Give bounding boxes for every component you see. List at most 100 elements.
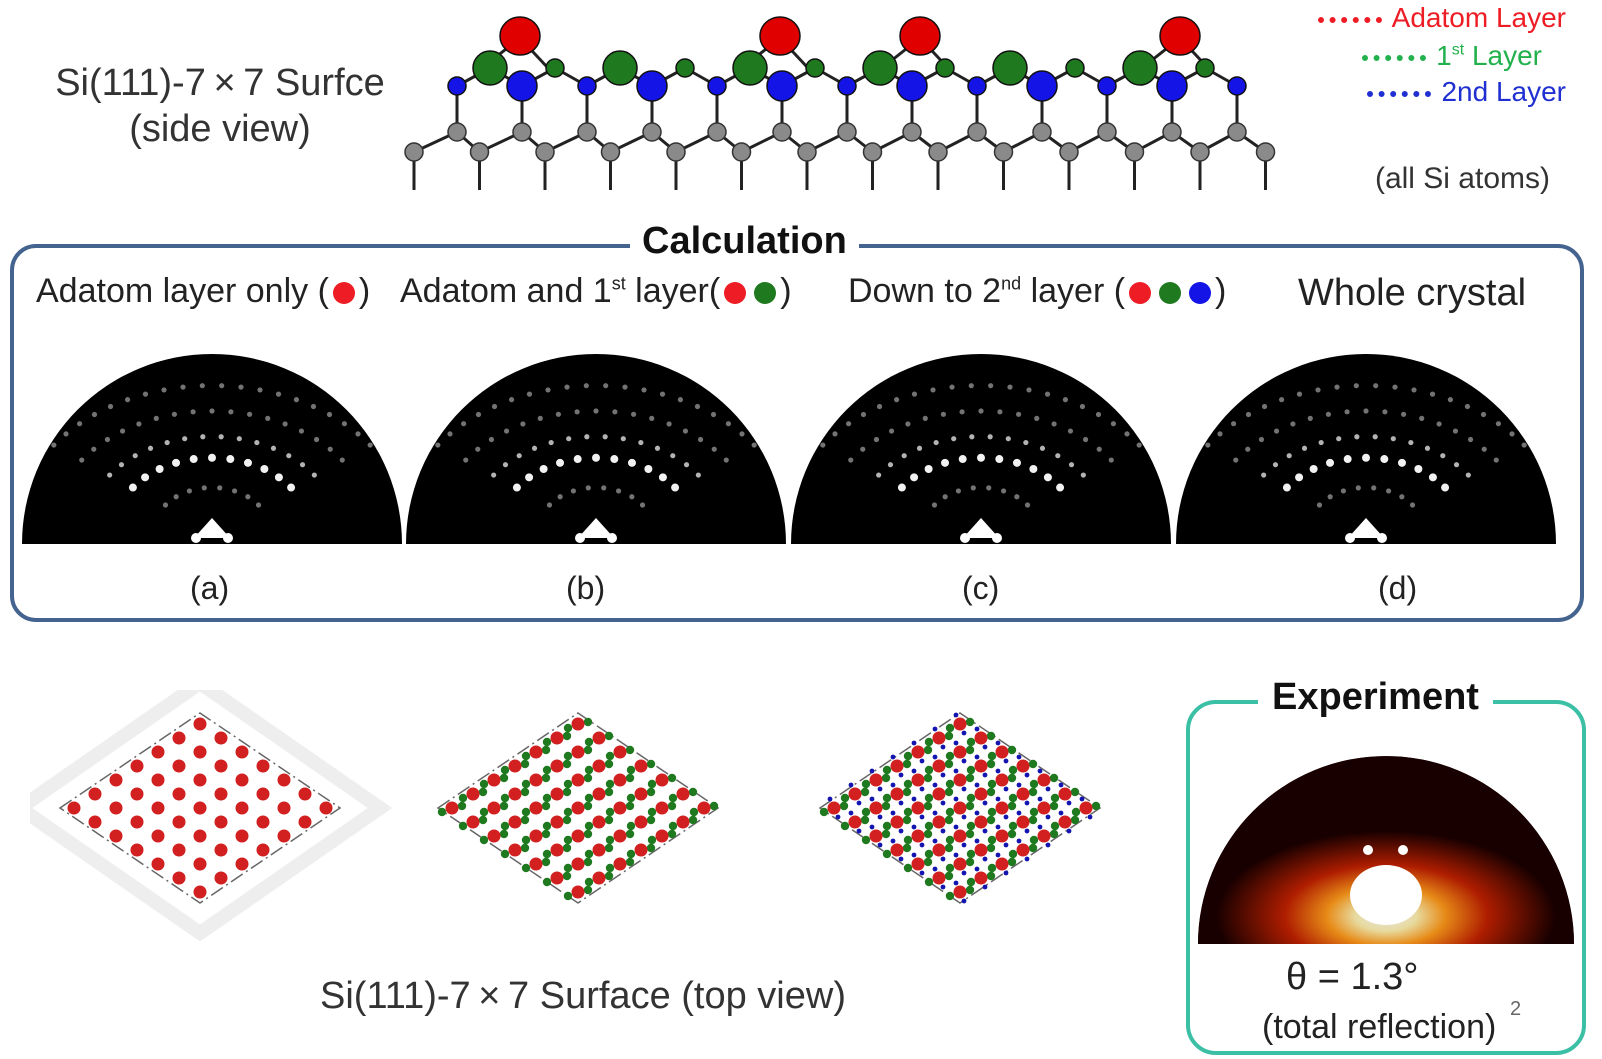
- first-layer-atom: [646, 843, 656, 853]
- second-layer-atom: [1066, 828, 1072, 834]
- second-layer-atom: [890, 754, 896, 760]
- diffraction-spot: [1230, 421, 1237, 427]
- first-layer-atom: [646, 787, 656, 797]
- adatom: [592, 731, 606, 745]
- first-layer-atom: [1029, 779, 1039, 789]
- second-layer-atom: [506, 70, 538, 102]
- diffraction-spot: [897, 483, 906, 492]
- first-layer-atom: [667, 773, 677, 783]
- adatom: [109, 773, 123, 787]
- adatom: [974, 787, 988, 801]
- first-layer-atom: [647, 835, 657, 845]
- first-layer-atom: [542, 793, 552, 803]
- adatom: [508, 843, 522, 857]
- diffraction-spot: [199, 383, 205, 389]
- diffraction-spot: [1362, 453, 1370, 462]
- diffraction-spot: [1363, 408, 1369, 414]
- second-layer-atom: [877, 842, 883, 848]
- diffraction-spot: [697, 436, 704, 443]
- diffraction-spot: [1509, 431, 1515, 437]
- adatom: [592, 815, 606, 829]
- diffraction-spot: [231, 488, 238, 494]
- diffraction-spot: [200, 434, 206, 440]
- adatom: [550, 759, 564, 773]
- diffraction-spot: [503, 428, 510, 434]
- second-layer-atom: [995, 768, 1001, 774]
- first-layer-atom: [458, 793, 468, 803]
- first-layer-atom: [478, 815, 488, 825]
- diffraction-spot: [901, 453, 907, 459]
- first-layer-atom: [840, 821, 850, 831]
- adatom: [151, 829, 165, 843]
- diffraction-spot: [910, 473, 919, 482]
- diffraction-spot: [326, 411, 333, 418]
- first-layer-atom: [521, 807, 531, 817]
- diffraction-spot: [1373, 383, 1379, 389]
- adatom: [550, 843, 564, 857]
- first-layer-atom: [605, 863, 615, 873]
- first-layer-atom: [986, 843, 996, 853]
- cell-halo: [30, 690, 393, 942]
- diffraction-spot: [723, 457, 729, 463]
- adatom: [1037, 801, 1051, 815]
- bulk-atom: [404, 142, 424, 162]
- diffraction-spot: [585, 485, 591, 491]
- bulk-atom: [1124, 142, 1145, 162]
- diffraction-spot: [942, 494, 948, 500]
- second-layer-atom: [447, 76, 467, 96]
- adatom: [466, 787, 480, 801]
- first-layer-atom: [944, 871, 954, 881]
- diffraction-spot: [1068, 462, 1075, 468]
- first-layer-atom: [500, 821, 510, 831]
- first-layer-atom: [457, 801, 467, 811]
- adatom: [235, 745, 249, 759]
- second-layer-atom: [707, 76, 727, 96]
- second-layer-atom: [1016, 754, 1022, 760]
- second-layer-atom: [953, 824, 959, 830]
- second-layer-atom: [967, 76, 987, 96]
- first-layer-atom: [605, 835, 615, 845]
- first-layer-atom: [882, 793, 892, 803]
- condition-c-layer: layer (: [1021, 272, 1126, 310]
- adatom: [613, 857, 627, 871]
- first-layer-atom: [709, 801, 719, 811]
- adatom: [172, 759, 186, 773]
- second-layer-atom: [898, 800, 904, 806]
- diffraction-spot: [848, 457, 854, 463]
- second-layer-atom: [898, 828, 904, 834]
- second-layer-atom: [974, 726, 980, 732]
- diffraction-spot: [1108, 457, 1114, 463]
- first-layer-atom: [1049, 829, 1059, 839]
- second-layer-atom: [953, 768, 959, 774]
- adatom: [235, 773, 249, 787]
- diffraction-spot: [630, 411, 637, 417]
- adatom: [995, 773, 1009, 787]
- first-layer-atom: [668, 793, 678, 803]
- diffraction-spot: [573, 455, 582, 464]
- diffraction-spot: [520, 421, 526, 427]
- theta-value: θ = 1.3°: [1286, 956, 1419, 998]
- second-layer-atom: [1045, 786, 1051, 792]
- panel-label-a: (a): [190, 570, 230, 606]
- bulk-atom: [1227, 122, 1247, 142]
- diffraction-spot: [986, 485, 992, 491]
- first-layer-atom: [1065, 58, 1085, 78]
- first-layer-atom: [520, 815, 530, 825]
- diffraction-spot: [1495, 421, 1502, 427]
- first-layer-atom: [478, 787, 488, 797]
- first-layer-atom: [583, 857, 593, 867]
- diffraction-spot: [1055, 453, 1061, 459]
- second-layer-atom: [1003, 842, 1009, 848]
- diffraction-spot: [610, 455, 619, 464]
- adatom: [1058, 787, 1072, 801]
- diffraction-spot: [1441, 483, 1450, 492]
- diffraction-spot: [142, 391, 149, 397]
- adatom: [1159, 16, 1201, 56]
- second-layer-atom: [877, 814, 883, 820]
- diffraction-spot: [1481, 446, 1487, 452]
- adatom: [899, 16, 941, 56]
- second-layer-atom: [1003, 814, 1009, 820]
- specular-spot: [1348, 518, 1384, 538]
- direct-beam-spot: [1377, 533, 1387, 543]
- diffraction-spot: [873, 436, 880, 443]
